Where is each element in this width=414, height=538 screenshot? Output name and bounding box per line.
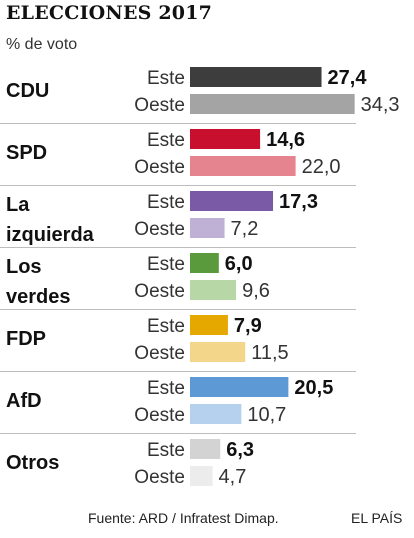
series-label: Este [147,316,185,337]
category-label: verdes [6,286,71,308]
value-label-este: 20,5 [294,377,333,399]
category-label: CDU [6,80,49,102]
value-label-oeste: 11,5 [251,342,288,364]
value-label-este: 6,0 [225,253,253,275]
bar-este [190,191,274,211]
bar-oeste [190,94,355,114]
series-label: Este [147,440,185,461]
bar-este [190,439,221,459]
category-label: La [6,194,30,216]
series-label: Este [147,254,185,275]
chart-subtitle: % de voto [6,36,78,53]
category-label: Los [6,256,42,278]
category-label: izquierda [6,224,95,246]
bar-este [190,67,322,87]
series-label: Oeste [134,281,185,302]
bar-oeste [190,156,296,176]
series-label: Este [147,192,185,213]
publisher-brand: EL PAÍS [351,510,403,526]
bar-oeste [190,466,213,486]
value-label-oeste: 10,7 [247,404,286,426]
bar-oeste [190,280,237,300]
series-label: Este [147,378,185,399]
value-label-este: 6,3 [226,439,254,461]
series-label: Oeste [134,157,185,178]
bar-oeste [190,342,246,362]
bar-este [190,315,228,335]
category-label: FDP [6,328,46,350]
source-note: Fuente: ARD / Infratest Dimap. [88,510,279,526]
series-label: Oeste [134,467,185,488]
value-label-este: 14,6 [266,129,305,151]
bar-este [190,377,289,397]
series-label: Oeste [134,343,185,364]
chart-title: ELECCIONES 2017 [6,2,213,24]
value-label-este: 7,9 [234,315,262,337]
value-label-oeste: 22,0 [302,156,341,178]
category-label: SPD [6,142,47,164]
value-label-este: 17,3 [279,191,318,213]
bar-oeste [190,218,225,238]
category-label: Otros [6,452,59,474]
series-label: Oeste [134,405,185,426]
series-label: Oeste [134,219,185,240]
value-label-oeste: 34,3 [361,94,400,116]
series-label: Oeste [134,95,185,116]
bar-este [190,129,261,149]
bar-chart: CDU Este Oeste 27,4 34,3 SPD Este Oeste 14,6 22,0… [0,67,400,488]
value-label-oeste: 9,6 [242,280,270,302]
category-label: AfD [6,390,42,412]
bar-oeste [190,404,242,424]
value-label-oeste: 4,7 [219,466,247,488]
series-label: Este [147,68,185,89]
bar-este [190,253,219,273]
value-label-oeste: 7,2 [231,218,259,240]
series-label: Este [147,130,185,151]
value-label-este: 27,4 [328,67,368,89]
